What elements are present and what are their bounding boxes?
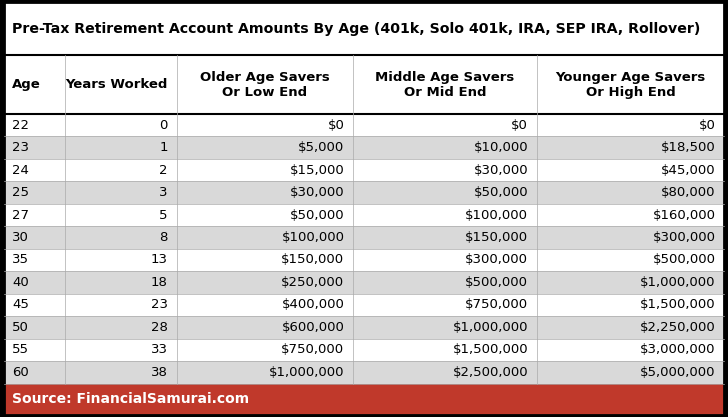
Bar — [4, 361, 724, 384]
Text: 60: 60 — [12, 366, 29, 379]
Text: 23: 23 — [151, 299, 168, 311]
Text: Source: FinancialSamurai.com: Source: FinancialSamurai.com — [12, 392, 250, 406]
Text: $750,000: $750,000 — [281, 344, 344, 357]
Text: 1: 1 — [159, 141, 168, 154]
Text: 45: 45 — [12, 299, 29, 311]
Text: 25: 25 — [12, 186, 29, 199]
Bar — [4, 226, 724, 249]
Text: 22: 22 — [12, 118, 29, 132]
Text: 3: 3 — [159, 186, 168, 199]
Text: $100,000: $100,000 — [282, 231, 344, 244]
Text: $1,000,000: $1,000,000 — [453, 321, 529, 334]
Text: 18: 18 — [151, 276, 168, 289]
Text: Pre-Tax Retirement Account Amounts By Age (401k, Solo 401k, IRA, SEP IRA, Rollov: Pre-Tax Retirement Account Amounts By Ag… — [12, 22, 701, 36]
Text: 5: 5 — [159, 208, 168, 221]
Text: $150,000: $150,000 — [281, 254, 344, 266]
Text: 13: 13 — [151, 254, 168, 266]
Text: 33: 33 — [151, 344, 168, 357]
Bar — [4, 384, 724, 415]
Text: Age: Age — [12, 78, 41, 91]
Bar — [4, 249, 724, 271]
Text: $1,000,000: $1,000,000 — [269, 366, 344, 379]
Text: $0: $0 — [328, 118, 344, 132]
Bar — [4, 2, 724, 55]
Text: $50,000: $50,000 — [474, 186, 529, 199]
Text: $400,000: $400,000 — [282, 299, 344, 311]
Text: $45,000: $45,000 — [661, 163, 716, 176]
Text: $500,000: $500,000 — [652, 254, 716, 266]
Text: 27: 27 — [12, 208, 29, 221]
Bar — [4, 114, 724, 136]
Text: $5,000,000: $5,000,000 — [640, 366, 716, 379]
Text: $500,000: $500,000 — [465, 276, 529, 289]
Text: $300,000: $300,000 — [465, 254, 529, 266]
Bar — [4, 204, 724, 226]
Text: $30,000: $30,000 — [474, 163, 529, 176]
Text: $0: $0 — [511, 118, 529, 132]
Text: 35: 35 — [12, 254, 29, 266]
Text: 24: 24 — [12, 163, 29, 176]
Bar — [4, 316, 724, 339]
Bar — [4, 294, 724, 316]
Text: $160,000: $160,000 — [652, 208, 716, 221]
Text: $18,500: $18,500 — [661, 141, 716, 154]
Bar — [4, 136, 724, 159]
Text: $15,000: $15,000 — [290, 163, 344, 176]
Text: $150,000: $150,000 — [465, 231, 529, 244]
Text: $1,500,000: $1,500,000 — [453, 344, 529, 357]
Text: $30,000: $30,000 — [290, 186, 344, 199]
Text: $2,250,000: $2,250,000 — [640, 321, 716, 334]
Text: 28: 28 — [151, 321, 168, 334]
Text: 23: 23 — [12, 141, 29, 154]
Text: $3,000,000: $3,000,000 — [640, 344, 716, 357]
Text: Younger Age Savers
Or High End: Younger Age Savers Or High End — [555, 70, 705, 99]
Text: $10,000: $10,000 — [474, 141, 529, 154]
Text: 0: 0 — [159, 118, 168, 132]
Text: 50: 50 — [12, 321, 29, 334]
Text: $1,500,000: $1,500,000 — [640, 299, 716, 311]
Text: 8: 8 — [159, 231, 168, 244]
Bar — [4, 55, 724, 114]
Text: $600,000: $600,000 — [282, 321, 344, 334]
Text: Older Age Savers
Or Low End: Older Age Savers Or Low End — [200, 70, 330, 99]
Text: $2,500,000: $2,500,000 — [453, 366, 529, 379]
Bar — [4, 159, 724, 181]
Bar — [4, 271, 724, 294]
Text: 38: 38 — [151, 366, 168, 379]
Text: 2: 2 — [159, 163, 168, 176]
Text: $0: $0 — [699, 118, 716, 132]
Text: 40: 40 — [12, 276, 29, 289]
Text: $100,000: $100,000 — [465, 208, 529, 221]
Text: 55: 55 — [12, 344, 29, 357]
Text: $5,000: $5,000 — [298, 141, 344, 154]
Text: $300,000: $300,000 — [652, 231, 716, 244]
Text: $750,000: $750,000 — [465, 299, 529, 311]
Text: 30: 30 — [12, 231, 29, 244]
Text: $80,000: $80,000 — [661, 186, 716, 199]
Text: $250,000: $250,000 — [281, 276, 344, 289]
Text: $50,000: $50,000 — [290, 208, 344, 221]
Bar — [4, 181, 724, 204]
Text: $1,000,000: $1,000,000 — [640, 276, 716, 289]
Bar — [4, 339, 724, 361]
Text: Middle Age Savers
Or Mid End: Middle Age Savers Or Mid End — [376, 70, 515, 99]
Text: Years Worked: Years Worked — [66, 78, 168, 91]
